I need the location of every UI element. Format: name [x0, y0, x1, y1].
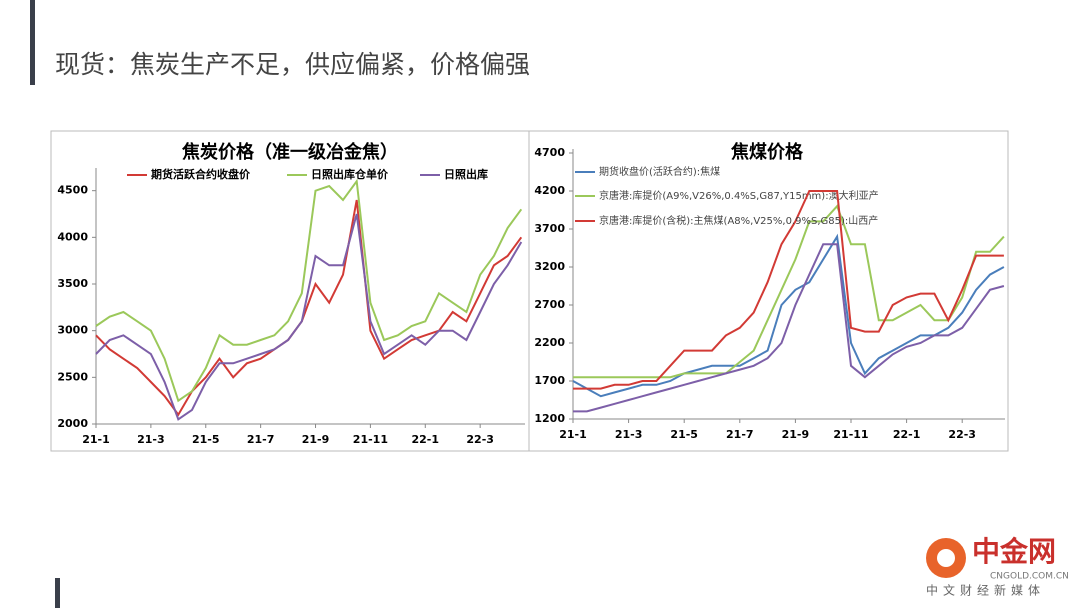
- legend-label: 京唐港:库提价(含税):主焦煤(A8%,V25%,0.9%S,G85):山西产: [599, 214, 878, 227]
- y-tick-label: 4200: [534, 184, 565, 197]
- legend-label: 期货活跃合约收盘价: [151, 167, 251, 181]
- chart-frame: [50, 130, 530, 452]
- line-series: [573, 243, 1005, 413]
- y-tick-label: 2000: [57, 417, 88, 430]
- x-tick-label: 21-7: [247, 433, 275, 446]
- x-tick-label: 21-5: [670, 428, 698, 441]
- slide-title: 现货：焦炭生产不足，供应偏紧，价格偏强: [55, 50, 530, 79]
- x-tick-label: 21-3: [137, 433, 165, 446]
- line-series: [573, 190, 1004, 390]
- accent-bar: [55, 578, 60, 608]
- x-tick-label: 22-1: [893, 428, 921, 441]
- legend-label: 日照出库: [444, 167, 488, 181]
- y-tick-label: 3000: [57, 324, 88, 337]
- x-tick-label: 21-1: [82, 433, 110, 446]
- x-tick-label: 21-11: [833, 428, 868, 441]
- line-series: [95, 213, 523, 421]
- y-tick-label: 2500: [57, 370, 88, 383]
- x-tick-label: 21-9: [302, 433, 330, 446]
- chart-frame: [528, 130, 1009, 452]
- y-tick-label: 4700: [534, 146, 565, 159]
- logo-name: 中金网: [972, 535, 1056, 568]
- y-tick-label: 3200: [534, 260, 565, 273]
- x-tick-label: 21-5: [192, 433, 220, 446]
- chart-title: 焦炭价格（准一级冶金焦）: [181, 141, 398, 163]
- chart-title: 焦煤价格: [730, 141, 804, 163]
- y-tick-label: 4500: [57, 184, 88, 197]
- y-tick-label: 1700: [534, 374, 565, 387]
- x-tick-label: 21-7: [726, 428, 754, 441]
- y-tick-label: 1200: [534, 412, 565, 425]
- y-tick-label: 2700: [534, 298, 565, 311]
- x-tick-label: 22-3: [466, 433, 494, 446]
- accent-bar: [30, 0, 35, 85]
- x-tick-label: 22-3: [948, 428, 976, 441]
- logo-slogan: 中文财经新媒体: [926, 583, 1045, 598]
- x-tick-label: 21-3: [615, 428, 643, 441]
- legend-label: 日照出库仓单价: [311, 167, 389, 181]
- y-tick-label: 3500: [57, 277, 88, 290]
- line-series: [95, 199, 523, 417]
- line-series: [572, 233, 1005, 398]
- x-tick-label: 22-1: [412, 433, 440, 446]
- logo-icon: [937, 549, 955, 567]
- legend-label: 期货收盘价(活跃合约):焦煤: [599, 165, 720, 178]
- line-series: [573, 204, 1005, 379]
- y-tick-label: 2200: [534, 336, 565, 349]
- logo-url: CNGOLD.COM.CN: [990, 572, 1069, 582]
- x-tick-label: 21-9: [782, 428, 810, 441]
- line-series: [95, 178, 523, 403]
- x-tick-label: 21-11: [353, 433, 388, 446]
- y-tick-label: 3700: [534, 222, 565, 235]
- x-tick-label: 21-1: [559, 428, 587, 441]
- y-tick-label: 4000: [57, 230, 88, 243]
